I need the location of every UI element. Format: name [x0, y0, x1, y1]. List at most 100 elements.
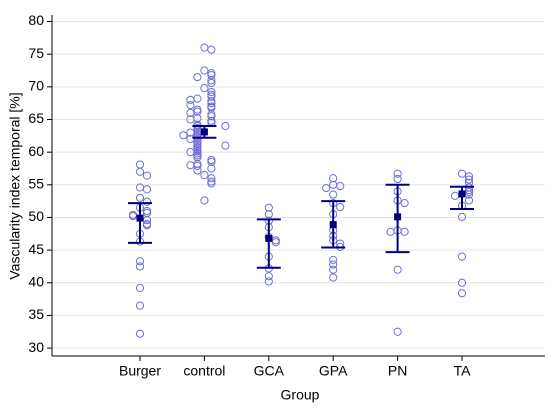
data-point [336, 202, 345, 212]
data-point [207, 45, 216, 54]
data-point [393, 265, 402, 274]
data-point [186, 134, 195, 144]
data-point [186, 115, 195, 124]
data-point [207, 112, 216, 121]
data-point [142, 171, 152, 180]
y-tick-label: 30 [28, 339, 44, 355]
data-point [207, 157, 216, 167]
data-point [393, 174, 402, 184]
data-point [329, 265, 338, 274]
data-point [207, 70, 216, 80]
data-point [329, 255, 338, 265]
data-point [193, 166, 202, 175]
data-point [322, 183, 331, 193]
data-point [200, 66, 209, 75]
y-axis-label: Vascularity index temporal [%] [7, 92, 23, 279]
data-point [221, 141, 230, 150]
y-tick-label: 70 [28, 78, 44, 94]
y-tick-label: 35 [28, 306, 44, 322]
data-point [135, 283, 145, 293]
data-point [400, 198, 409, 208]
data-point [464, 196, 474, 205]
data-point [186, 95, 195, 105]
x-tick-label: PN [388, 363, 407, 379]
data-point [186, 101, 195, 110]
mean-marker [394, 213, 402, 221]
data-point [142, 197, 152, 206]
data-point [135, 160, 145, 169]
data-point [207, 103, 216, 112]
data-point [135, 167, 145, 176]
data-point [200, 43, 209, 52]
mean-marker [329, 221, 337, 229]
data-point [221, 121, 230, 131]
data-point [457, 252, 467, 261]
data-point [457, 289, 467, 298]
data-point [457, 212, 467, 221]
data-point [186, 161, 195, 170]
mean-marker [265, 234, 273, 242]
data-point [142, 221, 152, 230]
data-point [135, 257, 145, 266]
x-axis-label: Group [281, 387, 320, 403]
data-point [264, 277, 273, 286]
x-tick-label: Burger [119, 363, 161, 379]
y-tick-label: 50 [28, 208, 44, 224]
data-point [264, 272, 273, 281]
y-tick-label: 60 [28, 143, 44, 159]
data-point [135, 262, 145, 271]
data-point [393, 169, 402, 178]
data-point [207, 87, 216, 97]
data-point [207, 164, 216, 173]
data-point [200, 170, 209, 180]
data-point [329, 174, 338, 183]
data-point [186, 128, 195, 137]
data-point [450, 191, 460, 201]
x-tick-label: TA [454, 363, 472, 379]
data-point [264, 203, 273, 212]
y-tick-label: 65 [28, 110, 44, 126]
data-point [207, 179, 216, 188]
x-tick-label: control [183, 363, 225, 379]
data-point [193, 72, 202, 82]
data-point [457, 169, 467, 178]
data-point [400, 227, 409, 236]
data-point [464, 172, 474, 181]
data-point [200, 196, 209, 205]
mean-marker [136, 214, 144, 222]
mean-marker [458, 190, 466, 198]
y-tick-label: 45 [28, 241, 44, 257]
data-point [207, 76, 216, 85]
y-tick-label: 80 [28, 12, 44, 28]
mean-marker [200, 128, 208, 136]
data-point [186, 108, 195, 118]
data-point [179, 131, 188, 140]
data-point [336, 182, 345, 191]
x-tick-label: GCA [254, 363, 285, 379]
data-point [135, 301, 145, 310]
y-tick-label: 75 [28, 45, 44, 61]
data-point [329, 190, 338, 199]
data-point [464, 175, 474, 184]
data-point [142, 185, 152, 194]
data-point [135, 193, 145, 202]
data-point [457, 278, 467, 287]
data-point [207, 92, 216, 101]
data-point [207, 78, 216, 88]
data-point [207, 174, 216, 183]
data-point [207, 99, 216, 108]
x-tick-label: GPA [319, 363, 348, 379]
data-point [271, 238, 280, 247]
y-tick-label: 40 [28, 273, 44, 289]
data-point [193, 153, 202, 162]
data-point [200, 84, 209, 93]
data-point [264, 210, 273, 219]
data-point [186, 148, 195, 157]
data-point [329, 260, 338, 269]
data-point [393, 327, 402, 336]
data-point [386, 227, 395, 236]
y-tick-label: 55 [28, 176, 44, 192]
data-point [135, 329, 145, 338]
data-point [329, 273, 338, 282]
